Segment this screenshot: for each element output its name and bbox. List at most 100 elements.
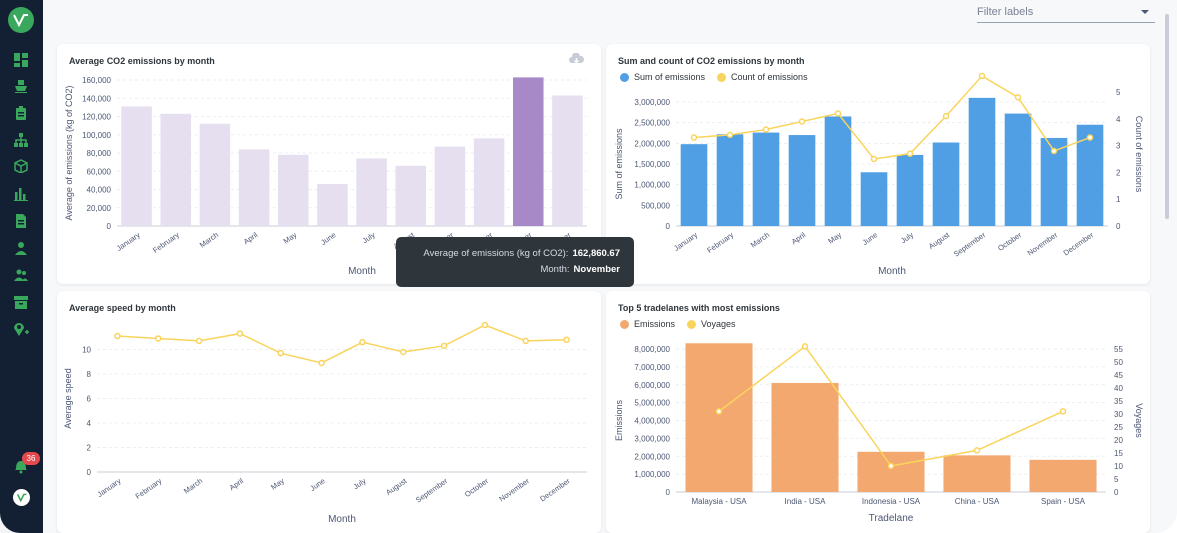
line-point xyxy=(400,348,407,356)
document-icon[interactable] xyxy=(11,211,31,231)
y2-tick-label: 25 xyxy=(1114,423,1123,432)
y-tick-label: 500,000 xyxy=(641,201,670,210)
y-axis-label: Average of emissions (kg of CO2) xyxy=(64,86,74,221)
y2-tick-label: 40 xyxy=(1114,384,1123,393)
line-point xyxy=(522,337,529,345)
filter-labels-select[interactable]: Filter labels xyxy=(977,2,1155,23)
filter-labels-placeholder: Filter labels xyxy=(977,6,1034,18)
legend: Emissions Voyages xyxy=(620,319,736,329)
tooltip-value: November xyxy=(573,264,620,275)
x-tick-label: Spain - USA xyxy=(1041,497,1086,506)
bar xyxy=(552,95,583,226)
line-point xyxy=(870,155,878,163)
y2-tick-label: 1 xyxy=(1116,195,1121,204)
chart-card-sum-count: Sum and count of CO2 emissions by month … xyxy=(606,44,1150,284)
line-point xyxy=(798,118,806,125)
x-tick-label: October xyxy=(463,476,490,499)
legend-dot xyxy=(687,319,697,329)
line-point xyxy=(906,150,914,157)
y-tick-label: 7,000,000 xyxy=(634,363,670,372)
x-tick-label: December xyxy=(1062,230,1096,258)
ship-icon[interactable] xyxy=(11,76,31,96)
bar xyxy=(860,172,888,226)
legend-dot xyxy=(620,319,629,329)
line-point xyxy=(715,408,723,415)
line-point xyxy=(236,330,244,337)
y-tick-label: 2,000,000 xyxy=(634,139,670,148)
bar xyxy=(968,97,996,226)
x-tick-label: May xyxy=(269,476,286,492)
x-tick-label: September xyxy=(414,476,450,505)
y2-tick-label: 10 xyxy=(1114,462,1123,471)
y2-tick-label: 2 xyxy=(1116,168,1121,177)
line-point xyxy=(277,349,284,357)
x-tick-label: Malaysia - USA xyxy=(691,497,747,506)
notification-badge: 36 xyxy=(22,452,40,465)
bar xyxy=(716,134,744,226)
y-axis-label: Emissions xyxy=(614,399,624,441)
line-point xyxy=(563,336,570,343)
bar xyxy=(1029,459,1097,492)
tooltip-value: 162,860.67 xyxy=(572,248,620,259)
bar xyxy=(121,106,152,226)
box-icon[interactable] xyxy=(11,156,31,176)
y-tick-label: 3,000,000 xyxy=(634,434,670,443)
legend-item[interactable]: Emissions xyxy=(620,319,675,329)
location-add-icon[interactable] xyxy=(11,319,31,339)
users-icon[interactable] xyxy=(11,265,31,285)
x-axis-label: Tradelane xyxy=(869,513,914,524)
chart-tradelanes: 0 1,000,000 2,000,000 3,000,000 4,000,000 5,0… xyxy=(614,343,1144,524)
bar xyxy=(473,138,505,226)
bar xyxy=(277,154,309,226)
line-point xyxy=(440,342,448,350)
line-point xyxy=(690,134,698,141)
legend: Sum of emissions Count of emissions xyxy=(620,72,808,82)
dashboard-icon[interactable] xyxy=(11,50,31,70)
legend-item[interactable]: Voyages xyxy=(687,319,736,329)
v-logo-icon[interactable] xyxy=(8,7,34,33)
y-tick-label: 8,000,000 xyxy=(634,345,670,354)
chart-avg-speed: 0 2 4 6 8 10 January February March April May June J… xyxy=(63,321,587,525)
x-axis-label: Month xyxy=(878,266,906,277)
bar xyxy=(238,149,270,226)
y-axis-label: Average speed xyxy=(63,368,73,428)
bar-chart-icon[interactable] xyxy=(11,184,31,204)
line-point xyxy=(318,359,325,367)
tooltip-label: Month: xyxy=(540,264,570,275)
hierarchy-icon[interactable] xyxy=(11,130,31,150)
legend-item[interactable]: Count of emissions xyxy=(717,72,808,82)
x-tick-label: January xyxy=(672,230,699,253)
bar xyxy=(160,113,192,226)
y2-tick-label: 5 xyxy=(1114,475,1119,484)
x-tick-label: June xyxy=(308,476,326,493)
sidebar: 36 xyxy=(0,0,43,533)
v-logo-icon[interactable] xyxy=(13,489,30,506)
x-tick-label: July xyxy=(361,230,377,245)
y-tick-label: 6,000,000 xyxy=(634,381,670,390)
line-point xyxy=(359,338,366,346)
line-point xyxy=(195,337,203,345)
x-tick-label: February xyxy=(134,476,164,501)
legend-dot xyxy=(620,72,629,82)
y-tick-label: 4 xyxy=(87,419,92,428)
y-tick-label: 2,500,000 xyxy=(634,119,670,128)
y-tick-label: 0 xyxy=(87,468,92,477)
cloud-download-icon[interactable] xyxy=(569,52,585,70)
line-point xyxy=(481,321,489,329)
line-point xyxy=(114,332,121,340)
y2-tick-label: 15 xyxy=(1114,449,1123,458)
archive-icon[interactable] xyxy=(11,292,31,312)
legend-item[interactable]: Sum of emissions xyxy=(620,72,705,82)
line-point xyxy=(762,126,770,133)
clipboard-icon[interactable] xyxy=(11,103,31,123)
chart-card-avg-speed: Average speed by month 0 2 4 6 8 10 January Feb… xyxy=(57,291,601,533)
x-tick-label: Indonesia - USA xyxy=(862,497,921,506)
y-tick-label: 1,000,000 xyxy=(634,470,670,479)
y-tick-label: 60,000 xyxy=(87,167,112,176)
bar xyxy=(1004,113,1032,226)
x-tick-label: December xyxy=(538,476,572,504)
user-icon[interactable] xyxy=(11,238,31,258)
scrollbar[interactable] xyxy=(1165,14,1169,219)
y2-axis-label: Count of emissions xyxy=(1134,116,1144,193)
